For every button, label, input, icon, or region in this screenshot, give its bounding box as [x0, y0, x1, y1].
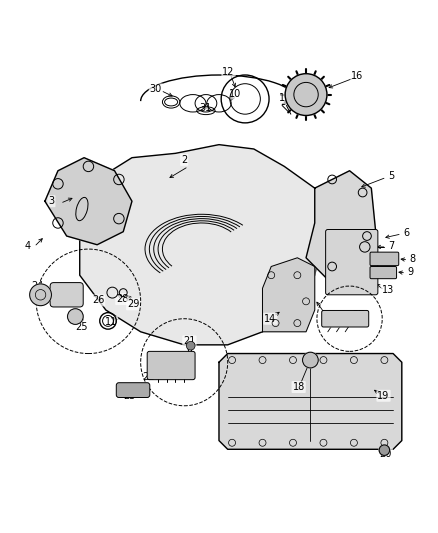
Text: 7: 7	[388, 241, 394, 251]
Circle shape	[285, 74, 327, 116]
Text: 19: 19	[378, 391, 390, 401]
Text: 10: 10	[230, 88, 242, 99]
Circle shape	[67, 309, 83, 325]
Circle shape	[30, 284, 51, 305]
FancyBboxPatch shape	[116, 383, 150, 398]
Text: 24: 24	[31, 281, 43, 291]
FancyBboxPatch shape	[325, 230, 378, 295]
Text: 23: 23	[124, 391, 136, 401]
FancyBboxPatch shape	[147, 351, 195, 379]
Text: 31: 31	[199, 103, 211, 112]
Polygon shape	[262, 258, 315, 332]
Text: 16: 16	[351, 71, 364, 82]
Polygon shape	[45, 158, 132, 245]
Text: 18: 18	[293, 382, 305, 392]
Text: 25: 25	[76, 321, 88, 332]
Polygon shape	[306, 171, 376, 279]
Text: 11: 11	[105, 317, 117, 327]
Text: 26: 26	[92, 295, 104, 305]
Text: 21: 21	[183, 336, 196, 346]
Text: 5: 5	[388, 171, 394, 181]
Text: 12: 12	[223, 67, 235, 77]
Text: 29: 29	[127, 300, 139, 309]
Text: 28: 28	[116, 294, 129, 304]
Circle shape	[379, 445, 390, 455]
Text: 30: 30	[150, 84, 162, 94]
Text: 3: 3	[48, 196, 54, 206]
Polygon shape	[219, 353, 402, 449]
Text: 6: 6	[403, 228, 409, 238]
Text: 4: 4	[25, 241, 31, 251]
FancyBboxPatch shape	[370, 266, 396, 279]
Text: 20: 20	[379, 449, 392, 458]
Text: 17: 17	[327, 317, 339, 327]
FancyBboxPatch shape	[322, 310, 369, 327]
Circle shape	[186, 341, 195, 350]
Circle shape	[303, 352, 318, 368]
Text: 2: 2	[181, 155, 187, 165]
Text: 22: 22	[142, 373, 155, 383]
FancyBboxPatch shape	[370, 252, 399, 265]
Text: 8: 8	[410, 254, 416, 264]
FancyBboxPatch shape	[50, 282, 83, 307]
Text: 9: 9	[407, 267, 413, 277]
Text: 15: 15	[279, 93, 292, 103]
Text: 27: 27	[352, 310, 364, 320]
Text: 13: 13	[382, 285, 394, 295]
Polygon shape	[80, 144, 323, 345]
Text: 14: 14	[264, 314, 276, 324]
